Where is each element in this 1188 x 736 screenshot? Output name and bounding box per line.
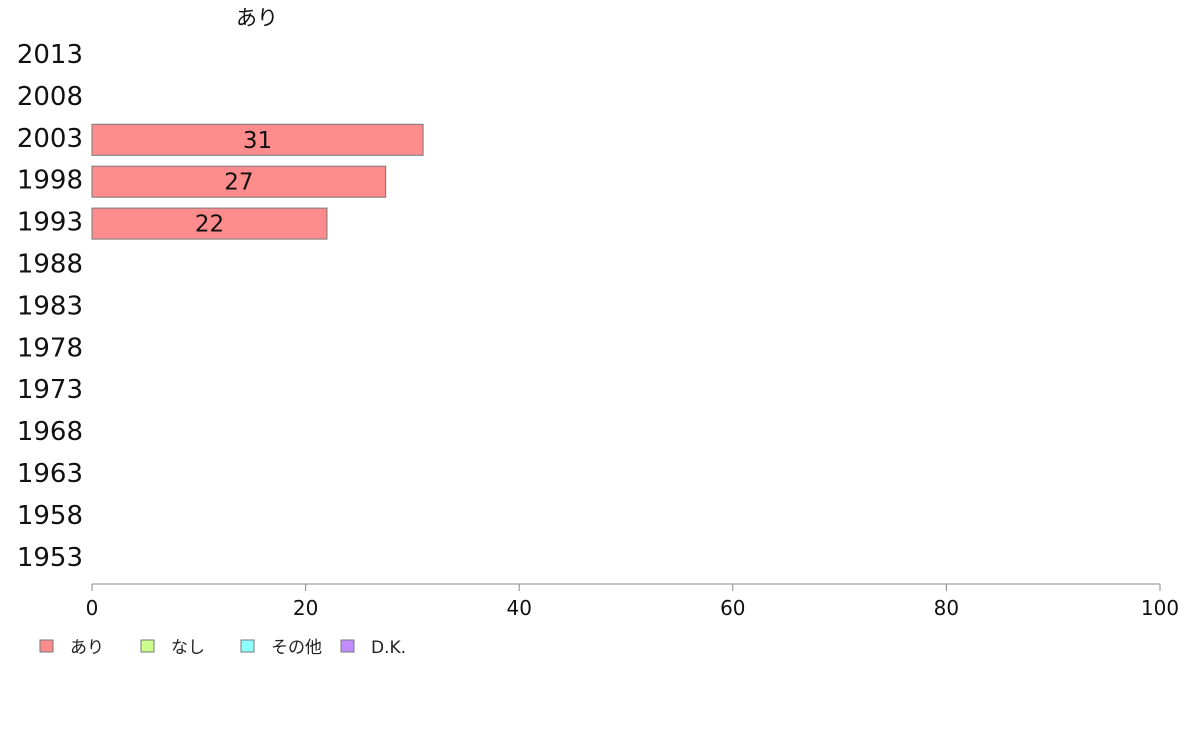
x-axis: 0 20 40 60 80 100 — [86, 583, 1179, 620]
data-label-1993: 22 — [195, 212, 224, 238]
x-tick-label-0: 0 — [86, 596, 99, 620]
legend-swatch-0 — [39, 639, 54, 653]
data-label-1998: 27 — [224, 170, 253, 196]
bar-2003-series-0 — [91, 123, 424, 156]
year-label-2008: 2008 — [17, 82, 83, 112]
year-label-1968: 1968 — [17, 417, 83, 447]
year-label-1973: 1973 — [17, 375, 83, 405]
year-label-2013: 2013 — [17, 40, 83, 70]
year-label-1953: 1953 — [17, 543, 83, 573]
year-label-1963: 1963 — [17, 459, 83, 489]
legend-swatch-3 — [340, 639, 355, 653]
x-tick-label-20: 20 — [293, 596, 318, 620]
year-label-1978: 1978 — [17, 333, 83, 363]
legend-label-1: なし — [171, 638, 205, 658]
year-label-1983: 1983 — [17, 291, 83, 321]
legend-label-0: あり — [70, 638, 104, 658]
bar-1998-series-0 — [91, 165, 387, 198]
x-tick-label-80: 80 — [934, 596, 959, 620]
x-tick-label-40: 40 — [506, 596, 531, 620]
year-label-1958: 1958 — [17, 501, 83, 531]
year-axis-labels: 2013 2008 2003 1998 1993 1988 1983 1978 1973 1968… — [17, 40, 83, 573]
data-label-2003: 31 — [243, 128, 272, 154]
top-series-label: あり — [236, 6, 278, 30]
x-tick-label-60: 60 — [720, 596, 745, 620]
year-label-1993: 1993 — [17, 208, 83, 238]
legend-swatch-1 — [140, 639, 155, 653]
bar-1993-series-0 — [91, 207, 328, 240]
legend-label-3: D.K. — [371, 638, 406, 658]
year-label-1998: 1998 — [17, 166, 83, 196]
legend-swatch-2 — [240, 639, 255, 653]
x-tick-label-100: 100 — [1141, 596, 1179, 620]
legend: あり なし その他 D.K. — [39, 638, 406, 658]
year-label-1988: 1988 — [17, 250, 83, 280]
legend-label-2: その他 — [271, 638, 322, 658]
year-label-2003: 2003 — [17, 124, 83, 154]
